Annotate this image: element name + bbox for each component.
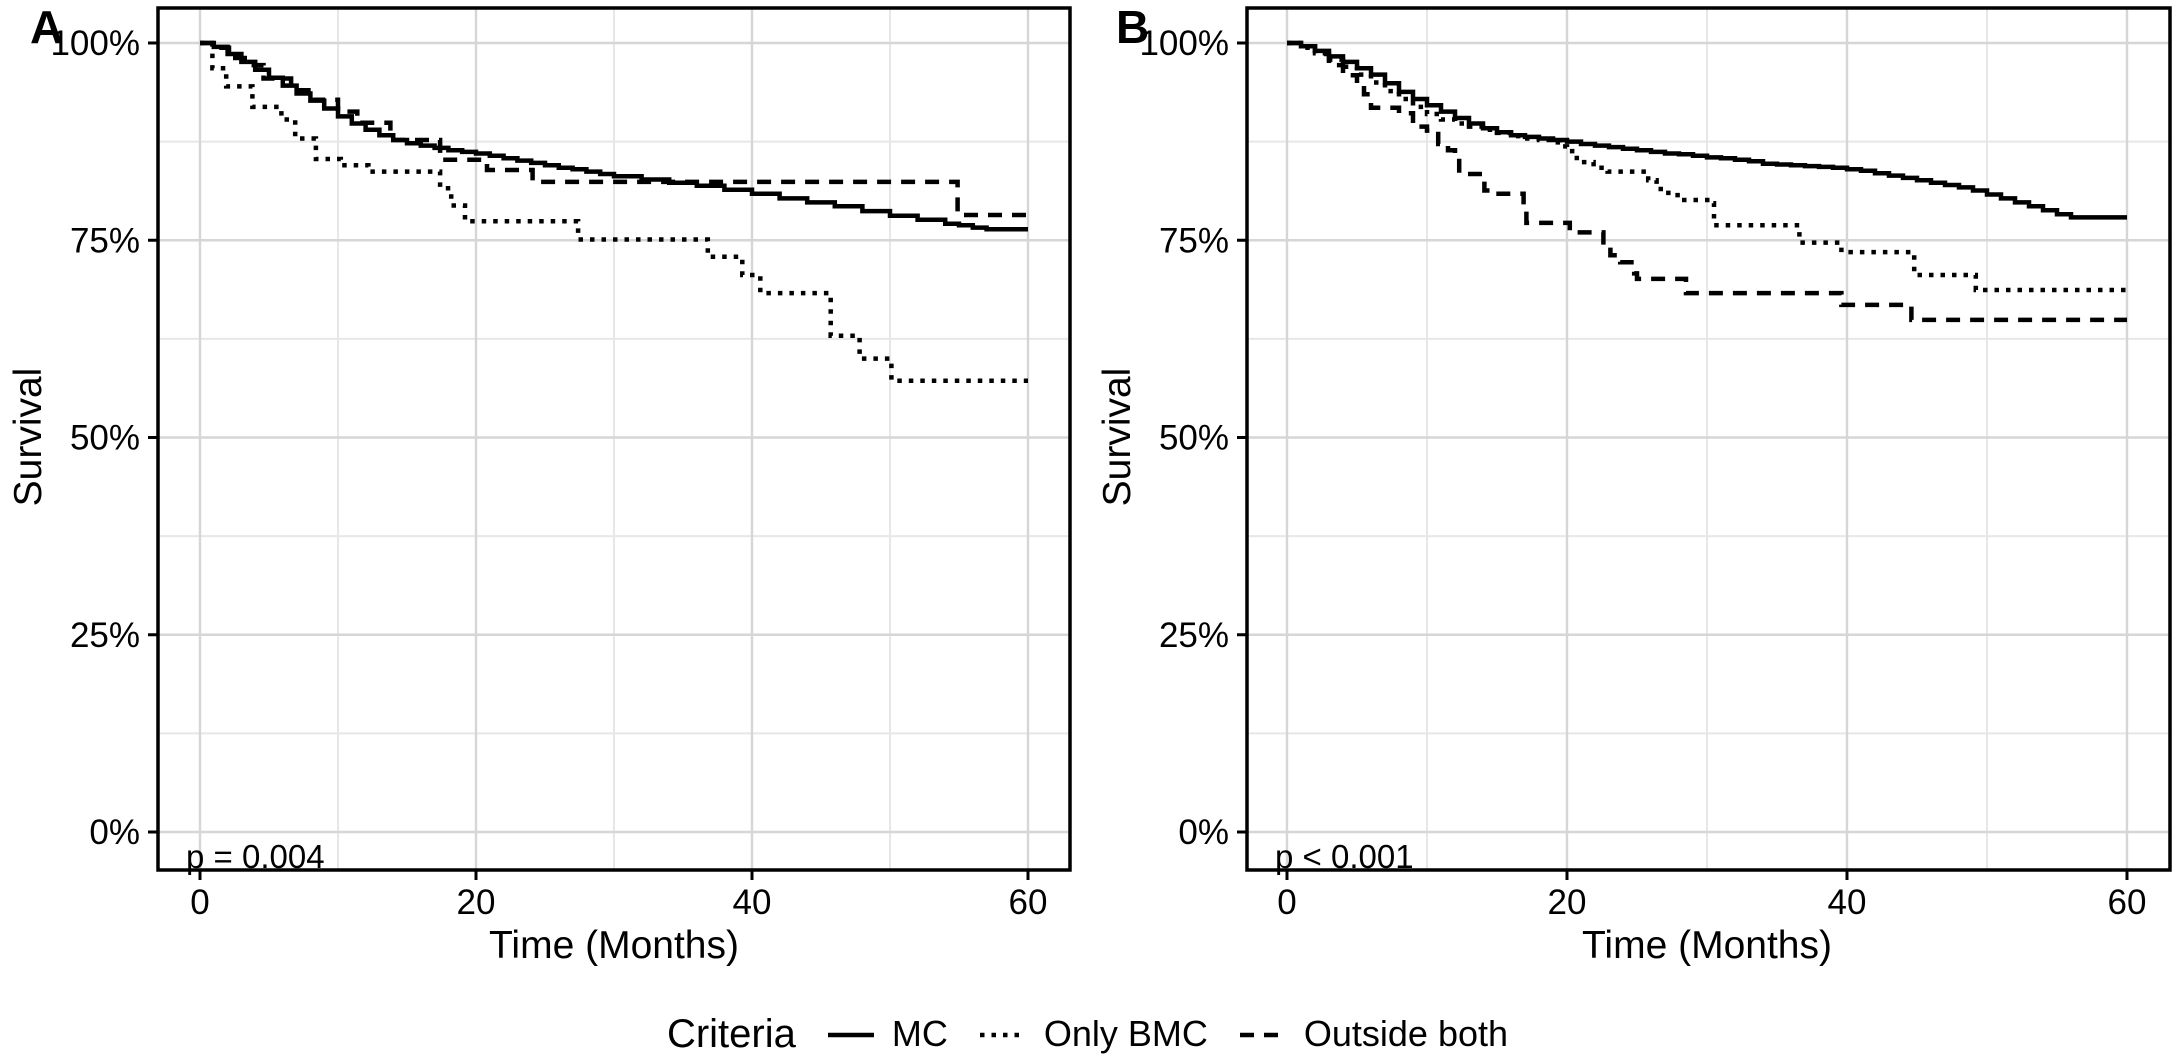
y-tick-label: 100%	[50, 24, 140, 63]
km-curve-only-bmc	[1287, 40, 2127, 293]
legend-title: Criteria	[666, 1011, 796, 1056]
panel-label-b: B	[1116, 1, 1150, 53]
y-tick-label: 75%	[70, 221, 140, 260]
y-tick-label: 0%	[89, 813, 140, 852]
x-tick-label: 40	[1828, 883, 1867, 922]
x-tick-label: 60	[1009, 883, 1048, 922]
legend-item-mc: MC	[826, 1013, 948, 1055]
km-curve-outside-both	[1287, 40, 2127, 323]
km-curve-mc	[200, 40, 1028, 232]
y-tick-label: 75%	[1159, 221, 1229, 260]
dashed-line-sample-icon	[1239, 1032, 1286, 1038]
km-curve-outside-both	[200, 40, 1028, 218]
km-curve-mc	[1287, 40, 2127, 220]
y-tick-label: 25%	[70, 616, 140, 655]
solid-line-sample-icon	[827, 1032, 874, 1038]
x-tick-label: 0	[190, 883, 209, 922]
x-tick-label: 20	[1548, 883, 1587, 922]
y-axis-title-a: Survival	[7, 367, 50, 507]
y-axis-title-b: Survival	[1096, 367, 1139, 507]
legend-item-only-bmc: Only BMC	[978, 1013, 1208, 1055]
legend-item-label: MC	[891, 1013, 948, 1054]
legend-item-label: Outside both	[1303, 1013, 1509, 1054]
x-tick-label: 40	[733, 883, 772, 922]
y-tick-label: 100%	[1139, 24, 1229, 63]
legend-item-label: Only BMC	[1043, 1013, 1208, 1054]
panel-a: 0 20 40 60 0% 25% 50% 75% 100%	[50, 6, 1072, 922]
y-tick-label: 50%	[70, 419, 140, 458]
panel-border	[1245, 6, 2172, 872]
x-tick-label: 0	[1277, 883, 1296, 922]
x-axis-title-a: Time (Months)	[489, 924, 739, 967]
p-value-annotation-a: p = 0.004	[186, 838, 325, 875]
dotted-line-sample-icon	[979, 1032, 1026, 1038]
y-tick-label: 50%	[1159, 419, 1229, 458]
y-tick-label: 0%	[1178, 813, 1229, 852]
x-tick-label: 20	[457, 883, 496, 922]
y-tick-label: 25%	[1159, 616, 1229, 655]
p-value-annotation-b: p < 0.001	[1275, 838, 1414, 875]
panel-b: 0 20 40 60 0% 25% 50% 75% 100%	[1139, 6, 2172, 922]
x-tick-label: 60	[2108, 883, 2147, 922]
legend-item-outside-both: Outside both	[1238, 1013, 1508, 1055]
panel-label-a: A	[30, 1, 64, 53]
x-axis-title-b: Time (Months)	[1582, 924, 1832, 967]
legend: Criteria MC Only BMC Outside both	[0, 1004, 2175, 1064]
